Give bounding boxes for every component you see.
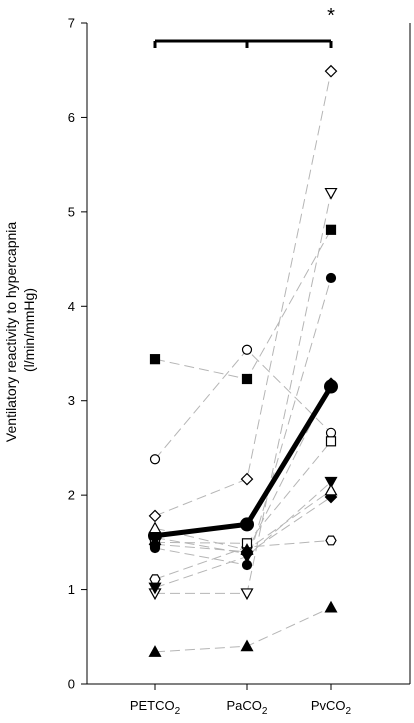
x-tick-label-main: PaCO (227, 698, 262, 713)
mean-line (154, 385, 334, 539)
data-point (324, 64, 338, 78)
data-point (149, 454, 161, 465)
y-tick-label: 7 (68, 16, 75, 31)
y-tick-label: 2 (68, 488, 75, 503)
x-tick-label-subscript: 2 (175, 706, 181, 717)
x-tick-label-subscript: 2 (262, 706, 268, 717)
subject-line (154, 71, 332, 517)
data-point (325, 272, 337, 284)
y-ticks: 0 1 2 3 4 5 6 7 (68, 16, 87, 692)
x-tick-label-main: PETCO (130, 698, 175, 713)
y-tick-label: 0 (68, 677, 75, 692)
data-point (324, 476, 338, 489)
data-point (240, 588, 254, 601)
subject-line (154, 607, 332, 653)
data-point (324, 377, 338, 391)
data-point (324, 483, 338, 496)
y-axis-title-line1: Ventilatory reactivity to hypercapnia (3, 222, 19, 442)
y-tick-label: 3 (68, 393, 75, 408)
data-point (148, 537, 162, 551)
mean-point (240, 517, 254, 532)
data-point (149, 354, 161, 365)
data-point (240, 472, 254, 486)
x-tick-label-main: PvCO (311, 698, 346, 713)
data-point (148, 582, 162, 595)
data-point (148, 521, 162, 534)
data-point (148, 509, 162, 523)
data-point (324, 187, 338, 200)
data-point (240, 545, 254, 559)
x-tick-label-subscript: 2 (346, 706, 352, 717)
data-point (325, 224, 337, 235)
data-point (241, 373, 253, 385)
data-point (324, 600, 338, 613)
y-axis-title-line2: (l/min/mmHg) (21, 288, 37, 372)
subject-markers (148, 64, 338, 657)
significance-bracket: * (153, 5, 335, 48)
x-tick-label: PETCO2 (130, 698, 181, 717)
data-point (325, 427, 337, 438)
y-tick-label: 4 (68, 299, 75, 314)
y-tick-label: 5 (68, 204, 75, 219)
data-point (325, 436, 337, 447)
y-tick-label: 6 (68, 110, 75, 125)
data-point (240, 639, 254, 652)
significance-asterisk: * (327, 5, 335, 27)
axes (86, 23, 411, 685)
data-point (148, 645, 162, 657)
data-point (149, 574, 161, 585)
y-tick-label: 1 (68, 582, 75, 597)
x-tick-label: PaCO2 (227, 698, 268, 717)
subject-line (154, 229, 332, 380)
x-ticks: PETCO2 PaCO2 PvCO2 (130, 684, 352, 717)
y-axis-title: Ventilatory reactivity to hypercapnia (l… (3, 218, 37, 442)
data-point (241, 344, 253, 355)
x-tick-label: PvCO2 (311, 698, 352, 717)
mean-line-group (148, 379, 338, 543)
data-point (325, 535, 337, 546)
subject-line (154, 348, 332, 460)
